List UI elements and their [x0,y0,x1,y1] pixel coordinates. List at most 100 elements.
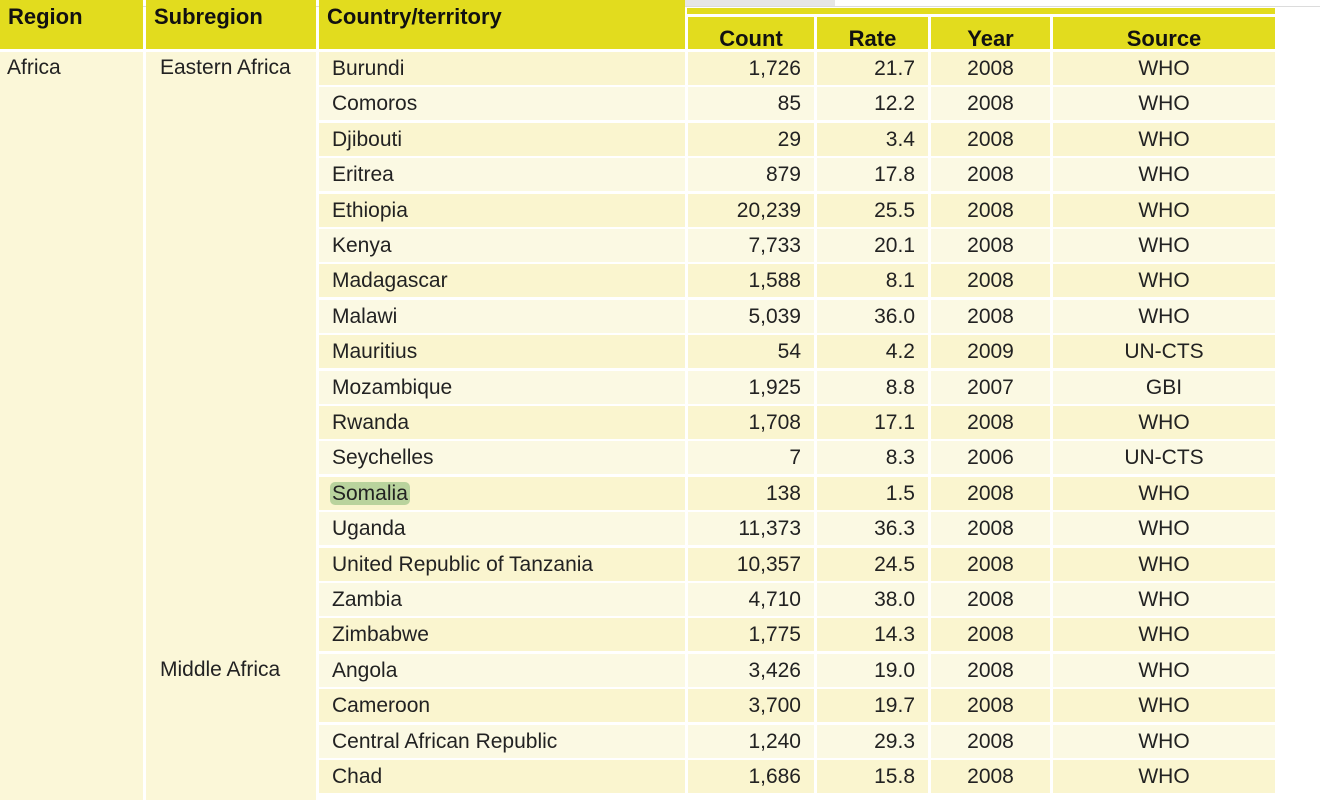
cell-country: Somalia [319,476,685,510]
cell-year: 2008 [931,689,1050,723]
subregion-label-eastern: Eastern Africa [160,56,291,79]
table-row: Malawi 5,039 36.0 2008 WHO [319,299,1275,333]
cell-source: WHO [1053,512,1275,546]
cell-count: 1,726 [688,52,814,85]
cell-country: United Republic of Tanzania [319,547,685,581]
header-subregion: Subregion [146,0,316,49]
header-count: Count [688,17,814,51]
table-row: Angola 3,426 19.0 2008 WHO [319,653,1275,687]
cell-rate: 25.5 [817,193,928,227]
cell-rate: 8.1 [817,264,928,298]
cell-source: UN-CTS [1053,441,1275,475]
cell-country: Madagascar [319,264,685,298]
cell-rate: 14.3 [817,618,928,652]
table-row: Somalia 138 1.5 2008 WHO [319,476,1275,510]
cell-source: WHO [1053,760,1275,793]
cell-source: WHO [1053,406,1275,439]
cell-rate: 36.0 [817,299,928,333]
cell-year: 2006 [931,441,1050,475]
region-column [0,52,143,800]
cell-count: 879 [688,158,814,192]
cell-count: 10,357 [688,547,814,581]
cell-year: 2008 [931,760,1050,793]
cell-count: 54 [688,335,814,369]
table-row: Seychelles 7 8.3 2006 UN-CTS [319,441,1275,475]
cell-country: Comoros [319,87,685,121]
cell-country: Mozambique [319,370,685,404]
table-row: Madagascar 1,588 8.1 2008 WHO [319,264,1275,298]
cell-country: Eritrea [319,158,685,192]
table-row: Rwanda 1,708 17.1 2008 WHO [319,406,1275,439]
cell-country: Chad [319,760,685,793]
cell-country: Zambia [319,583,685,616]
table-row: United Republic of Tanzania 10,357 24.5 200… [319,547,1275,581]
cell-year: 2008 [931,618,1050,652]
cell-rate: 29.3 [817,724,928,758]
table-row: Comoros 85 12.2 2008 WHO [319,87,1275,121]
cell-source: WHO [1053,87,1275,121]
cell-source: WHO [1053,476,1275,510]
cell-count: 7,733 [688,229,814,262]
highlighted-country: Somalia [330,481,410,505]
cell-year: 2008 [931,724,1050,758]
cell-year: 2008 [931,512,1050,546]
cell-country: Rwanda [319,406,685,439]
cell-count: 3,426 [688,653,814,687]
cell-source: WHO [1053,158,1275,192]
cell-year: 2008 [931,122,1050,156]
table-row: Mozambique 1,925 8.8 2007 GBI [319,370,1275,404]
table-row: Djibouti 29 3.4 2008 WHO [319,122,1275,156]
cell-year: 2008 [931,193,1050,227]
cell-country: Djibouti [319,122,685,156]
cell-source: WHO [1053,547,1275,581]
cell-count: 1,240 [688,724,814,758]
cell-count: 138 [688,476,814,510]
table-row: Uganda 11,373 36.3 2008 WHO [319,512,1275,546]
subregion-label-middle: Middle Africa [160,658,281,681]
cell-rate: 19.7 [817,689,928,723]
top-scroll-strip [625,0,835,6]
header-country: Country/territory [319,0,685,49]
header-rate: Rate [817,17,928,51]
cell-rate: 8.3 [817,441,928,475]
cell-source: WHO [1053,583,1275,616]
cell-count: 11,373 [688,512,814,546]
cell-count: 29 [688,122,814,156]
cell-year: 2008 [931,264,1050,298]
cell-country: Angola [319,653,685,687]
table-row: Zimbabwe 1,775 14.3 2008 WHO [319,618,1275,652]
cell-count: 20,239 [688,193,814,227]
cell-country: Central African Republic [319,724,685,758]
table-row: Cameroon 3,700 19.7 2008 WHO [319,689,1275,723]
cell-country: Ethiopia [319,193,685,227]
cell-count: 3,700 [688,689,814,723]
cell-source: WHO [1053,229,1275,262]
cell-count: 85 [688,87,814,121]
cell-rate: 3.4 [817,122,928,156]
cell-source: UN-CTS [1053,335,1275,369]
cell-year: 2008 [931,229,1050,262]
cell-country: Kenya [319,229,685,262]
cell-count: 7 [688,441,814,475]
table-row: Mauritius 54 4.2 2009 UN-CTS [319,335,1275,369]
cell-rate: 8.8 [817,370,928,404]
header-region: Region [0,0,143,49]
cell-count: 1,775 [688,618,814,652]
cell-count: 5,039 [688,299,814,333]
table-row: Ethiopia 20,239 25.5 2008 WHO [319,193,1275,227]
cell-year: 2008 [931,52,1050,85]
table-row: Zambia 4,710 38.0 2008 WHO [319,583,1275,616]
table-row: Eritrea 879 17.8 2008 WHO [319,158,1275,192]
cell-year: 2008 [931,406,1050,439]
cell-count: 1,686 [688,760,814,793]
cell-rate: 1.5 [817,476,928,510]
subregion-column [146,52,316,800]
cell-count: 1,708 [688,406,814,439]
table-row: Chad 1,686 15.8 2008 WHO [319,760,1275,793]
cell-country: Cameroon [319,689,685,723]
cell-count: 4,710 [688,583,814,616]
header-source: Source [1053,17,1275,51]
cell-source: WHO [1053,264,1275,298]
cell-year: 2008 [931,476,1050,510]
